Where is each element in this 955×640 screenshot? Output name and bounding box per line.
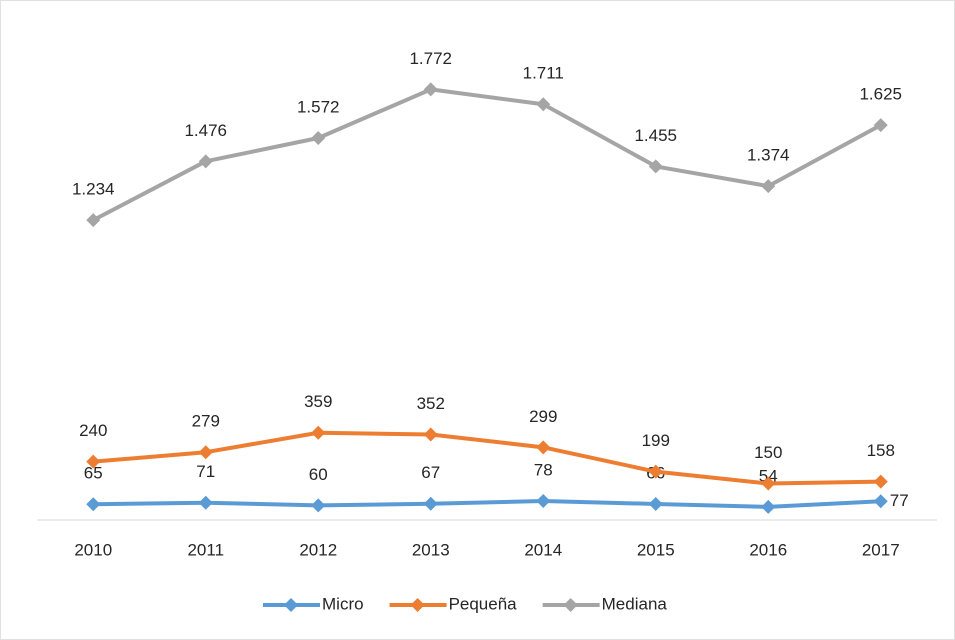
x-tick-label: 2012 (299, 540, 337, 559)
x-tick-label: 2015 (637, 540, 675, 559)
point-marker (761, 499, 776, 514)
data-label: 1.625 (859, 85, 902, 104)
legend-label: Mediana (602, 594, 668, 613)
data-label: 1.234 (72, 180, 115, 199)
point-marker (198, 495, 213, 510)
legend-label: Micro (322, 594, 364, 613)
data-label: 299 (529, 407, 557, 426)
point-marker (311, 498, 326, 513)
point-marker (761, 476, 776, 491)
point-marker (198, 154, 213, 169)
data-label: 71 (196, 462, 215, 481)
data-label: 54 (759, 466, 778, 485)
point-marker (648, 464, 663, 479)
data-label: 78 (534, 461, 553, 480)
data-label: 60 (309, 465, 328, 484)
data-label: 1.476 (184, 121, 227, 140)
data-label: 65 (84, 464, 103, 483)
point-marker (648, 159, 663, 174)
point-marker (873, 118, 888, 133)
data-label: 158 (867, 441, 895, 460)
point-marker (873, 494, 888, 509)
series-line (93, 430, 881, 486)
x-tick-label: 2016 (749, 540, 787, 559)
x-tick-label: 2011 (187, 540, 224, 559)
point-marker (311, 131, 326, 146)
data-label: 150 (754, 443, 782, 462)
data-label: 352 (417, 394, 445, 413)
point-marker (86, 497, 101, 512)
point-marker (536, 494, 551, 509)
point-marker (536, 440, 551, 455)
x-tick-label: 2010 (74, 540, 112, 559)
data-label: 199 (642, 431, 670, 450)
point-marker (311, 425, 326, 440)
data-label: 279 (192, 412, 220, 431)
data-label: 1.711 (523, 64, 564, 83)
series-line (93, 499, 881, 509)
point-marker (423, 82, 438, 97)
point-marker (536, 97, 551, 112)
point-marker (86, 454, 101, 469)
point-marker (423, 427, 438, 442)
point-marker (761, 179, 776, 194)
x-tick-label: 2014 (524, 540, 562, 559)
point-marker (198, 445, 213, 460)
legend-marker (410, 598, 425, 612)
x-tick-label: 2013 (412, 540, 450, 559)
data-label: 359 (304, 392, 332, 411)
data-label: 1.572 (297, 97, 340, 116)
data-label: 1.374 (747, 146, 790, 165)
point-marker (86, 213, 101, 228)
data-label: 1.772 (409, 49, 452, 68)
point-marker (423, 496, 438, 511)
legend-label: Pequeña (449, 594, 518, 613)
legend-marker (284, 598, 298, 612)
data-label: 1.455 (634, 126, 677, 145)
data-label: 77 (890, 491, 909, 510)
legend-marker (563, 598, 578, 612)
x-tick-label: 2017 (862, 540, 900, 559)
point-marker (648, 496, 663, 511)
data-label: 240 (79, 421, 107, 440)
data-label: 67 (421, 463, 440, 482)
series-line (92, 87, 882, 222)
point-marker (873, 474, 888, 489)
